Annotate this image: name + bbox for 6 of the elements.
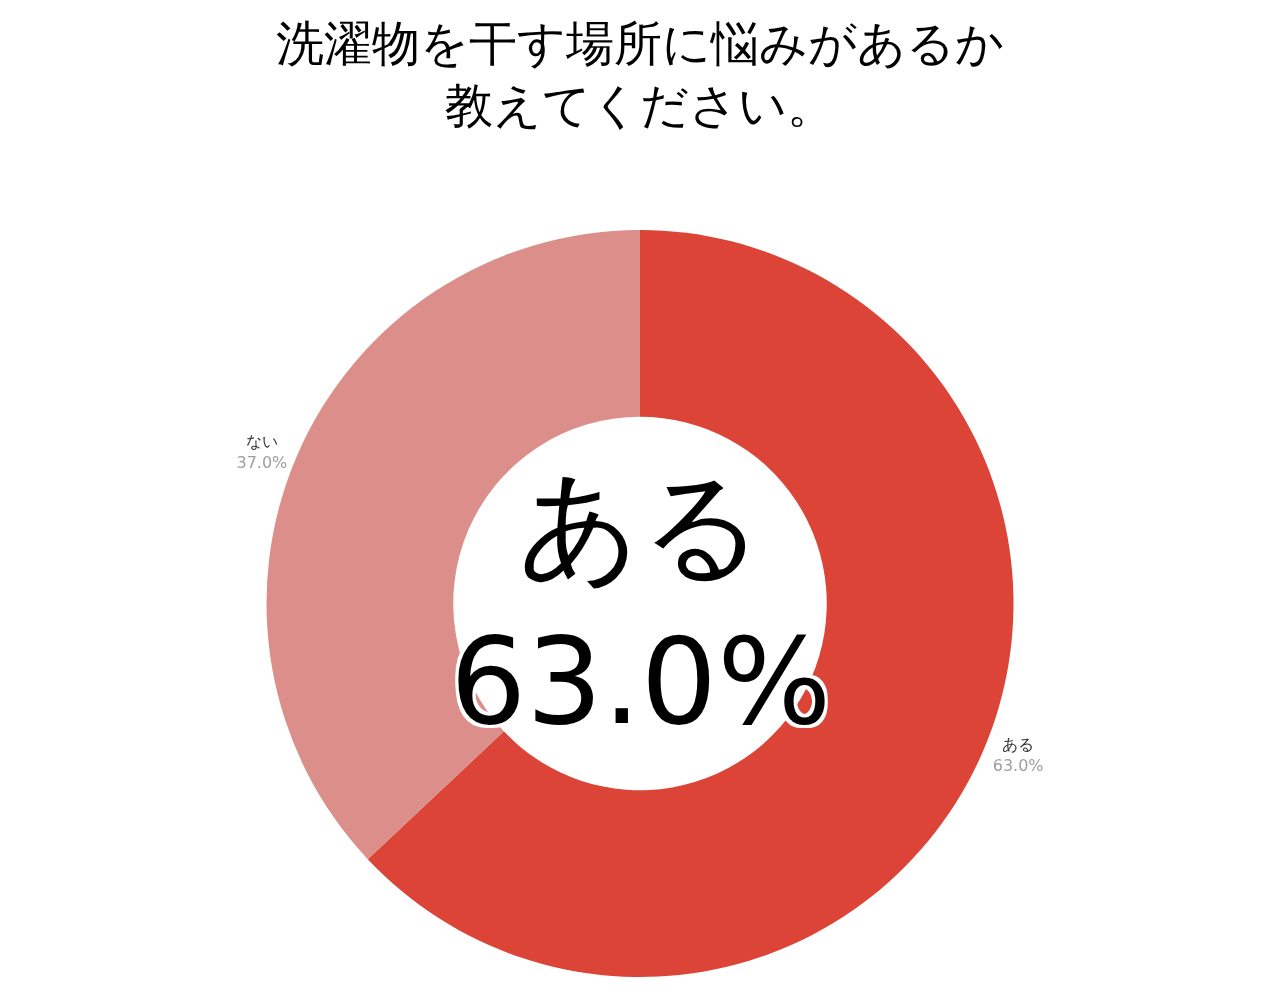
slice-label: ある: [1002, 735, 1035, 755]
data-label: 63.0%: [992, 755, 1044, 775]
slice-label: ある: [517, 456, 764, 595]
slice-label: ない: [245, 432, 278, 452]
data-label: 37.0%: [236, 452, 288, 472]
chart-title: 洗濯物を干す場所に悩みがあるか教えてください。: [276, 14, 1004, 134]
